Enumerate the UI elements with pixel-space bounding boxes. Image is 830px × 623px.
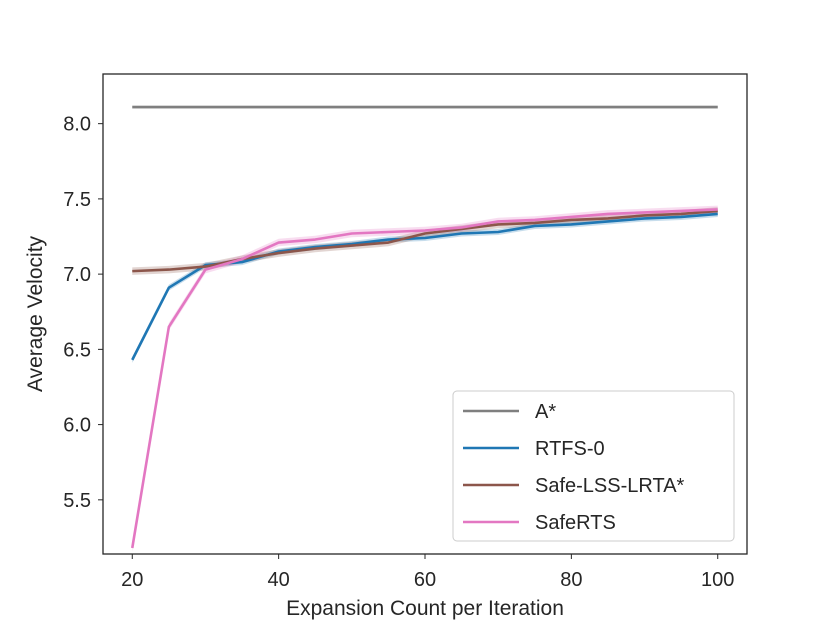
point-rtfs-0-65 [460, 232, 462, 234]
x-tick-label-60: 60 [414, 569, 436, 591]
point-a-50 [351, 106, 353, 108]
point-rtfs-0-95 [680, 216, 682, 218]
point-safe-lss-lrta-75 [534, 222, 536, 224]
legend-box [452, 390, 735, 542]
point-safe-lss-lrta-20 [131, 270, 133, 272]
y-tick-label-7.0: 7.0 [63, 264, 91, 286]
legend: A* RTFS-0 Safe-LSS-LRTA* SafeRTS [452, 390, 735, 542]
point-a-30 [204, 106, 206, 108]
point-safe-lss-lrta-40 [277, 252, 279, 254]
point-saferts-100 [717, 208, 719, 210]
x-axis-label: Expansion Count per Iteration [286, 597, 564, 620]
legend-label-safe-lss-lrta: Safe-LSS-LRTA* [535, 475, 685, 497]
y-tick-label-6.0: 6.0 [63, 415, 91, 437]
point-safe-lss-lrta-85 [607, 217, 609, 219]
point-safe-lss-lrta-50 [351, 244, 353, 246]
y-tick-label-8.0: 8.0 [63, 114, 91, 136]
line-saferts [130, 208, 718, 549]
point-saferts-55 [387, 231, 389, 233]
x-tick-label-100: 100 [701, 569, 734, 591]
point-rtfs-0-80 [570, 223, 572, 225]
point-a-45 [314, 106, 316, 108]
point-a-85 [607, 106, 609, 108]
point-a-75 [534, 106, 536, 108]
y-tick-label-5.5: 5.5 [63, 490, 91, 512]
point-safe-lss-lrta-25 [168, 268, 170, 270]
point-saferts-75 [534, 219, 536, 221]
point-saferts-95 [680, 210, 682, 212]
legend-label-a: A* [535, 401, 556, 423]
point-a-80 [570, 106, 572, 108]
point-safe-lss-lrta-90 [643, 214, 645, 216]
point-rtfs-0-75 [534, 225, 536, 227]
point-saferts-60 [424, 229, 426, 231]
point-saferts-70 [497, 220, 499, 222]
point-saferts-30 [204, 268, 206, 270]
point-rtfs-0-25 [168, 286, 170, 288]
point-a-20 [131, 106, 133, 108]
x-tick-label-80: 80 [560, 569, 582, 591]
point-safe-lss-lrta-80 [570, 219, 572, 221]
point-rtfs-0-35 [241, 261, 243, 263]
y-axis-label: Average Velocity [24, 235, 47, 392]
y-tick-label-6.5: 6.5 [63, 339, 91, 361]
point-rtfs-0-55 [387, 238, 389, 240]
point-safe-lss-lrta-95 [680, 213, 682, 215]
point-a-100 [717, 106, 719, 108]
point-safe-lss-lrta-45 [314, 247, 316, 249]
point-a-55 [387, 106, 389, 108]
point-rtfs-0-20 [131, 359, 133, 361]
x-tick-label-40: 40 [268, 569, 290, 591]
point-saferts-85 [607, 213, 609, 215]
point-a-70 [497, 106, 499, 108]
point-saferts-25 [168, 326, 170, 328]
point-saferts-40 [277, 241, 279, 243]
point-a-95 [680, 106, 682, 108]
x-axis-ticks: 20 40 60 80 100 [121, 554, 734, 591]
series-lines [130, 105, 719, 549]
legend-label-rtfs-0: RTFS-0 [535, 438, 605, 460]
point-saferts-45 [314, 238, 316, 240]
point-rtfs-0-60 [424, 237, 426, 239]
point-rtfs-0-70 [497, 231, 499, 233]
point-a-40 [277, 106, 279, 108]
y-tick-label-7.5: 7.5 [63, 189, 91, 211]
point-safe-lss-lrta-55 [387, 241, 389, 243]
point-saferts-35 [241, 258, 243, 260]
point-rtfs-0-85 [607, 220, 609, 222]
point-rtfs-0-100 [717, 213, 719, 215]
legend-label-saferts: SafeRTS [535, 512, 616, 534]
point-a-35 [241, 106, 243, 108]
point-saferts-65 [460, 226, 462, 228]
point-safe-lss-lrta-70 [497, 223, 499, 225]
point-a-25 [168, 106, 170, 108]
point-safe-lss-lrta-60 [424, 232, 426, 234]
point-a-90 [643, 106, 645, 108]
point-a-60 [424, 106, 426, 108]
point-saferts-90 [643, 211, 645, 213]
point-rtfs-0-90 [643, 217, 645, 219]
point-safe-lss-lrta-30 [204, 265, 206, 267]
point-saferts-20 [131, 547, 133, 549]
band-rtfs-0 [132, 210, 718, 363]
point-a-65 [460, 106, 462, 108]
x-tick-label-20: 20 [121, 569, 143, 591]
point-saferts-50 [351, 232, 353, 234]
point-saferts-80 [570, 216, 572, 218]
y-axis-ticks: 5.5 6.0 6.5 7.0 7.5 8.0 [63, 114, 103, 512]
